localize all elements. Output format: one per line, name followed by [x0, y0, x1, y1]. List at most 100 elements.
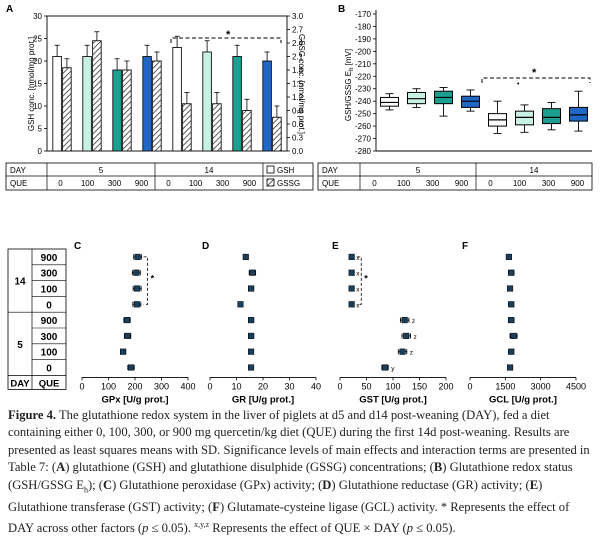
gssg-bar — [212, 103, 222, 152]
data-point-letter: x — [356, 287, 360, 294]
x-tick-label: 0 — [79, 381, 84, 391]
panel-a-significance-bracket — [170, 37, 282, 43]
figure-caption: Figure 4. The glutathione redox system i… — [8, 408, 590, 536]
lower-que-value: 0 — [46, 364, 52, 375]
x-tick-label: 0 — [467, 381, 472, 391]
gssg-bar — [152, 60, 162, 152]
data-point — [124, 317, 131, 324]
x-axis-label: GPx [U/g prot.] — [101, 394, 168, 405]
caption-fragment: F — [212, 499, 220, 514]
data-point — [505, 253, 512, 260]
data-point — [348, 285, 355, 292]
lower-que-value: 900 — [41, 316, 58, 327]
data-point — [508, 317, 515, 324]
lower-day-que-table: 14 5 900 300 100 0 900 300 100 0 DAY QUE — [7, 248, 67, 390]
gssg-bar — [272, 116, 282, 152]
panel-b-que-value: 0 — [488, 179, 493, 188]
panel-b-que-value: 300 — [426, 179, 440, 188]
gssg-bar — [92, 40, 102, 152]
panel-letter: E — [332, 241, 339, 252]
panel-a-ylabel-left: GSH conc. [nmol/mg prot.] — [27, 37, 36, 131]
data-point — [248, 285, 255, 292]
panel-a-star: * — [226, 29, 231, 41]
caption-fragment: x,y,z — [194, 519, 210, 529]
data-point — [249, 269, 256, 276]
data-point — [348, 269, 355, 276]
panel-a-ytick-label-right: 2.4 — [292, 39, 304, 48]
box — [461, 95, 480, 108]
panel-d: D 0 10 20 30 40 GR [U/g prot.] — [202, 241, 321, 405]
data-point — [348, 253, 355, 260]
panel-a-day-label: DAY — [10, 166, 27, 175]
data-point — [510, 332, 517, 339]
caption-fragment: p — [142, 521, 149, 536]
panel-a-ytick-label-right: 0.0 — [292, 147, 304, 156]
box — [515, 110, 534, 126]
significance-star: * — [364, 274, 368, 284]
panel-b-day-label: DAY — [322, 166, 339, 175]
panel-a-que-value: 300 — [108, 179, 122, 188]
panel-b-ytick-label: -220 — [355, 72, 372, 81]
x-tick-label: 100 — [101, 381, 116, 391]
panel-a-que-label: QUE — [10, 179, 27, 188]
data-point — [508, 269, 515, 276]
x-tick-label: 150 — [412, 381, 427, 391]
data-point — [133, 301, 140, 308]
panel-b-ylabel: GSH/GSSG Eh [mV] — [344, 49, 355, 121]
x-tick-label: 0 — [337, 381, 342, 391]
gsh-bar — [82, 56, 92, 152]
legend-gssg-label: GSSG — [277, 179, 300, 188]
panel-a-day-value: 5 — [99, 166, 104, 175]
data-point — [237, 301, 244, 308]
data-point — [399, 348, 406, 355]
data-point — [348, 301, 355, 308]
caption-fragment: p — [406, 521, 414, 536]
panel-b-que-label: QUE — [322, 179, 339, 188]
data-point — [506, 285, 514, 292]
panel-a-day-value: 14 — [205, 166, 214, 175]
panel-a-que-value: 900 — [243, 179, 257, 188]
panel-a-ytick-label-left: 0 — [38, 147, 43, 156]
x-tick-label: 20 — [258, 381, 268, 391]
panel-a-ytick-label-right: 2.7 — [292, 26, 304, 35]
lower-que-value: 900 — [41, 253, 58, 264]
data-point — [134, 285, 141, 292]
panel-letter: F — [462, 241, 468, 252]
panel-a-que-value: 900 — [135, 179, 149, 188]
data-point — [508, 301, 515, 308]
data-point — [506, 364, 514, 371]
x-tick-label: 300 — [154, 381, 169, 391]
panel-b-ytick-label: -200 — [355, 47, 372, 56]
data-point-letter: z — [412, 318, 415, 325]
x-tick-label: 100 — [385, 381, 400, 391]
x-tick-label: 4500 — [566, 381, 586, 391]
panel-b-day-value: 5 — [416, 166, 421, 175]
legend-gssg-swatch — [266, 178, 275, 187]
panel-a-letter: A — [6, 4, 13, 15]
data-point — [248, 348, 255, 355]
panel-a-ytick-label-left: 5 — [38, 125, 43, 134]
gsh-bar — [112, 69, 122, 152]
x-tick-label: 400 — [180, 381, 195, 391]
panel-b-ytick-label: -250 — [355, 110, 372, 119]
data-point — [127, 364, 135, 371]
panel-a-ytick-label-left: 10 — [33, 102, 42, 111]
data-point-letter: y — [391, 366, 395, 373]
panel-a-ylabel-right: GSSG conc. [nmol/mg prot.] — [297, 34, 306, 134]
x-tick-label: 30 — [284, 381, 294, 391]
panel-b-ytick-label: -210 — [355, 60, 372, 69]
gssg-bar — [122, 69, 132, 152]
panel-a-ytick-label-right: 1.5 — [292, 80, 304, 89]
panel-b-star: * — [532, 67, 537, 79]
data-point — [248, 364, 255, 371]
significance-bracket — [143, 256, 149, 305]
panel-b-ytick-label: -230 — [355, 85, 372, 94]
panel-letter: D — [202, 241, 209, 252]
panel-b-que-value: 100 — [513, 179, 527, 188]
x-tick-label: 50 — [361, 381, 371, 391]
significance-bracket — [357, 256, 362, 305]
data-point — [382, 364, 389, 371]
lower-day-label: DAY — [10, 378, 30, 389]
panel-a-que-value: 100 — [81, 179, 95, 188]
